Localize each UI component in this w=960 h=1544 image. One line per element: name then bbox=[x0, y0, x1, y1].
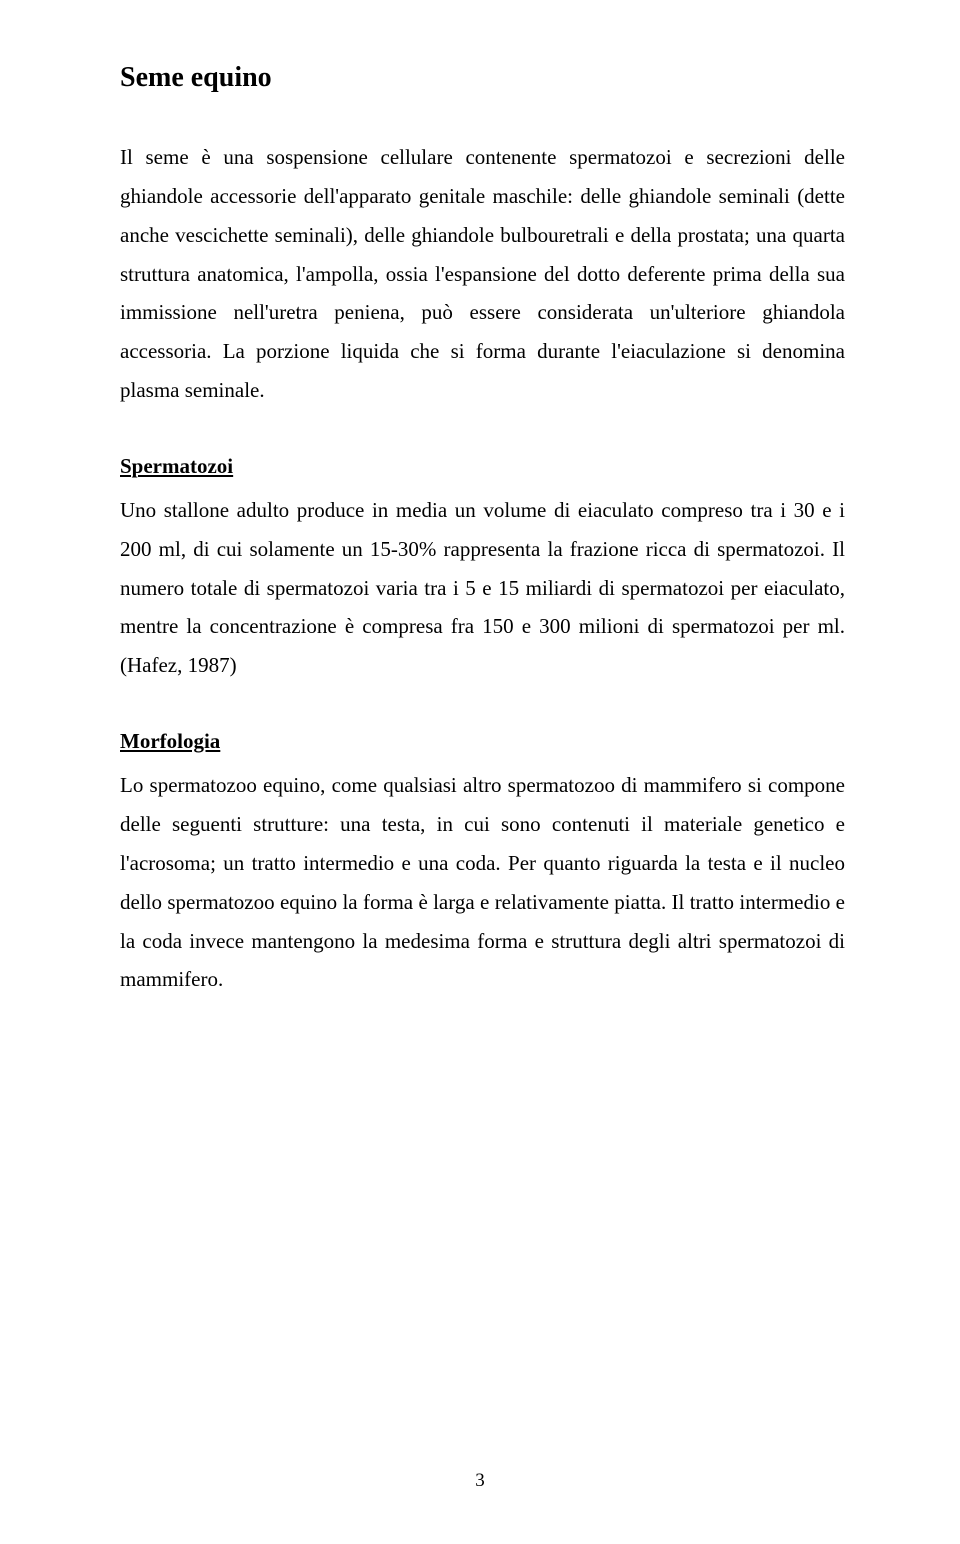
page-number: 3 bbox=[0, 1470, 960, 1492]
section-body-morfologia: Lo spermatozoo equino, come qualsiasi al… bbox=[120, 766, 845, 999]
section-heading-morfologia: Morfologia bbox=[120, 729, 845, 754]
section-heading-spermatozoi: Spermatozoi bbox=[120, 454, 845, 479]
intro-paragraph: Il seme è una sospensione cellulare cont… bbox=[120, 138, 845, 410]
section-body-spermatozoi: Uno stallone adulto produce in media un … bbox=[120, 491, 845, 685]
page-title: Seme equino bbox=[120, 62, 845, 94]
